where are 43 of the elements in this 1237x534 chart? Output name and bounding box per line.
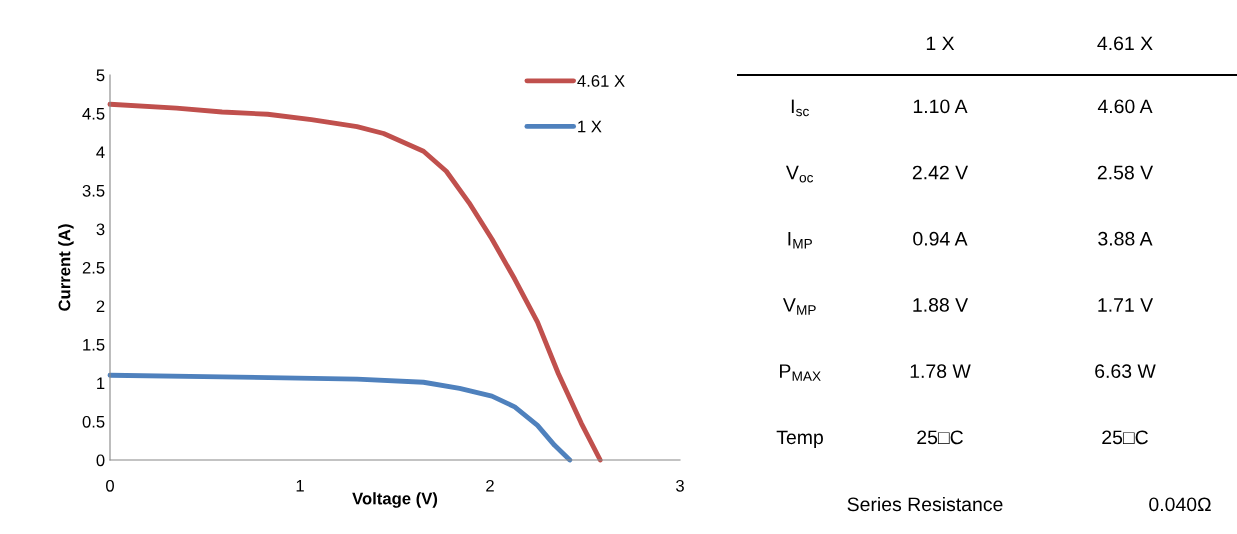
category-label: 4.61 X — [1097, 36, 1153, 51]
category-label: V$_{MP}$ — [782, 298, 816, 315]
x-tick-label: 0 — [106, 479, 114, 492]
legend-label: 4.61 X — [577, 75, 625, 87]
category-label: I$_{MP}$ — [788, 232, 812, 249]
x-tick-label: 1 — [296, 480, 304, 492]
y-axis-title: Current (A) — [58, 224, 74, 311]
text: 2.58 V — [1097, 165, 1154, 180]
text: Series Resistance — [847, 496, 1003, 512]
text: 0.040Ω — [1149, 497, 1211, 512]
line-series — [107, 101, 603, 463]
y-tick-label: 2 — [96, 300, 105, 313]
text: 3.88 A — [1098, 231, 1153, 246]
y-tick-label: 2.5 — [82, 261, 105, 274]
y-tick-label: 4.5 — [82, 108, 105, 120]
category-label: P$_{MAX}$ — [780, 364, 821, 381]
text: 0.94 A — [913, 231, 968, 246]
legend-label: 1 X — [578, 120, 602, 133]
y-tick-label: 4 — [96, 146, 105, 159]
text: 1.10 A — [913, 99, 968, 114]
text: 1.71 V — [1098, 298, 1154, 312]
text: 25□C — [917, 430, 963, 445]
y-tick-label: 1 — [97, 377, 105, 390]
text: 1.88 V — [913, 298, 969, 312]
category-label: 1 X — [926, 36, 955, 51]
text: 1.78 W — [910, 364, 971, 379]
text: 25□C — [1102, 430, 1148, 445]
y-tick-label: 0 — [96, 454, 105, 467]
x-tick-label: 2 — [486, 479, 494, 492]
y-tick-label: 1.5 — [83, 339, 105, 351]
y-tick-label: 0.5 — [82, 415, 105, 428]
category-label: Temp — [776, 430, 823, 449]
line-series — [107, 372, 573, 463]
text: 6.63 W — [1095, 364, 1156, 379]
y-tick-label: 3 — [96, 223, 105, 236]
text: 2.42 V — [912, 165, 969, 180]
category-label: I$_{sc}$ — [791, 99, 809, 117]
x-tick-label: 3 — [676, 479, 684, 492]
y-tick-label: 5 — [96, 69, 105, 82]
category-label: V$_{oc}$ — [785, 165, 814, 183]
text: 4.60 A — [1097, 99, 1153, 114]
x-axis-title: Voltage (V) — [352, 492, 438, 508]
y-tick-label: 3.5 — [82, 184, 105, 197]
